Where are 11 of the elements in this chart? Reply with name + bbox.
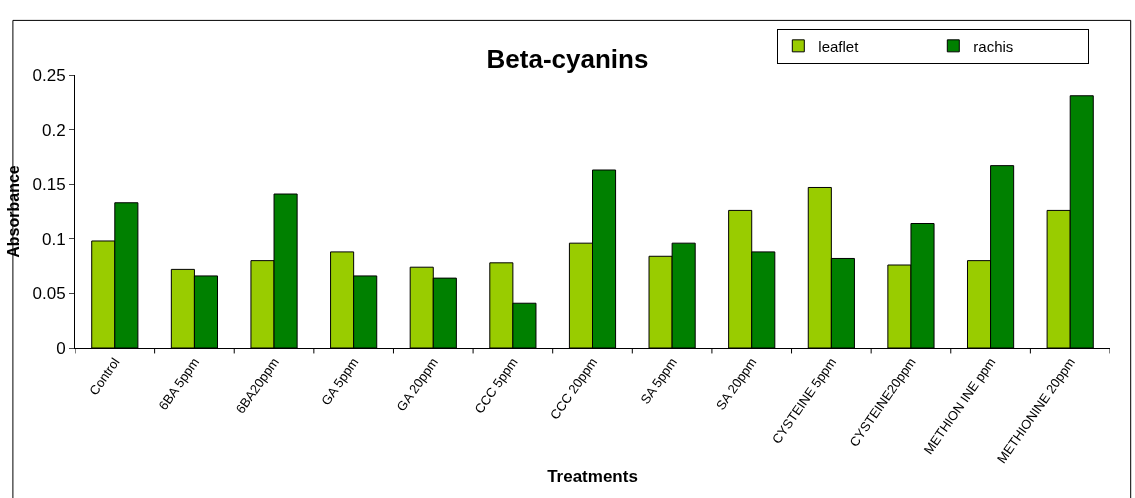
y-tick-label: 0.05 (32, 284, 66, 304)
y-tick-label: 0.25 (32, 65, 66, 85)
legend-label: leaflet (818, 37, 860, 55)
chart-title: Beta-cyanins (486, 44, 649, 74)
legend-label: rachis (973, 37, 1014, 55)
y-tick-label: 0 (56, 338, 66, 358)
y-tick-label: 0.2 (41, 120, 66, 140)
y-tick-label: 0.15 (32, 175, 66, 195)
y-axis-title: Absorbance (5, 165, 23, 258)
y-tick-label: 0.1 (41, 229, 66, 249)
x-axis-title: Treatments (547, 467, 638, 487)
